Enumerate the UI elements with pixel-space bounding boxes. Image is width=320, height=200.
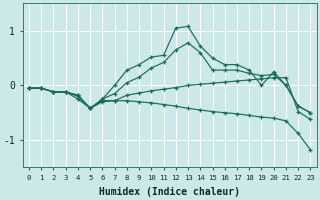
X-axis label: Humidex (Indice chaleur): Humidex (Indice chaleur) <box>99 186 240 197</box>
